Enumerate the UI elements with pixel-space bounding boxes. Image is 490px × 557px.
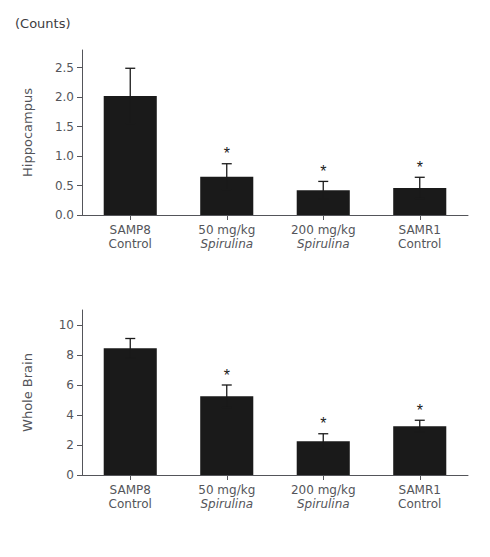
svg-text:6: 6 — [66, 378, 74, 392]
svg-text:1.5: 1.5 — [55, 120, 74, 134]
svg-text:2.5: 2.5 — [55, 61, 74, 75]
svg-text:50 mg/kg: 50 mg/kg — [198, 223, 255, 237]
svg-text:Spirulina: Spirulina — [200, 497, 253, 511]
svg-text:8: 8 — [66, 348, 74, 362]
svg-text:Spirulina: Spirulina — [297, 237, 350, 251]
svg-text:10: 10 — [59, 318, 74, 332]
svg-text:0.0: 0.0 — [55, 208, 74, 222]
svg-text:Control: Control — [109, 237, 152, 251]
svg-text:Hippocampus: Hippocampus — [20, 88, 35, 177]
svg-text:Control: Control — [398, 237, 441, 251]
svg-text:Control: Control — [109, 497, 152, 511]
svg-text:SAMR1: SAMR1 — [399, 483, 441, 497]
svg-text:*: * — [417, 402, 423, 419]
svg-text:*: * — [224, 367, 230, 384]
svg-text:1.0: 1.0 — [55, 149, 74, 163]
svg-text:(Counts): (Counts) — [15, 16, 71, 31]
svg-text:*: * — [320, 163, 326, 180]
svg-text:*: * — [417, 159, 423, 176]
svg-text:Control: Control — [398, 497, 441, 511]
svg-text:SAMR1: SAMR1 — [399, 223, 441, 237]
svg-text:200 mg/kg: 200 mg/kg — [291, 483, 356, 497]
svg-text:2.0: 2.0 — [55, 90, 74, 104]
svg-text:Spirulina: Spirulina — [297, 497, 350, 511]
svg-text:0: 0 — [66, 468, 74, 482]
svg-text:*: * — [320, 415, 326, 432]
svg-text:0.5: 0.5 — [55, 179, 74, 193]
svg-text:50 mg/kg: 50 mg/kg — [198, 483, 255, 497]
svg-text:*: * — [224, 145, 230, 162]
svg-text:200 mg/kg: 200 mg/kg — [291, 223, 356, 237]
svg-text:Spirulina: Spirulina — [200, 237, 253, 251]
svg-text:4: 4 — [66, 408, 74, 422]
svg-text:2: 2 — [66, 438, 74, 452]
svg-text:Whole Brain: Whole Brain — [20, 353, 35, 432]
svg-text:SAMP8: SAMP8 — [110, 223, 151, 237]
svg-text:SAMP8: SAMP8 — [110, 483, 151, 497]
